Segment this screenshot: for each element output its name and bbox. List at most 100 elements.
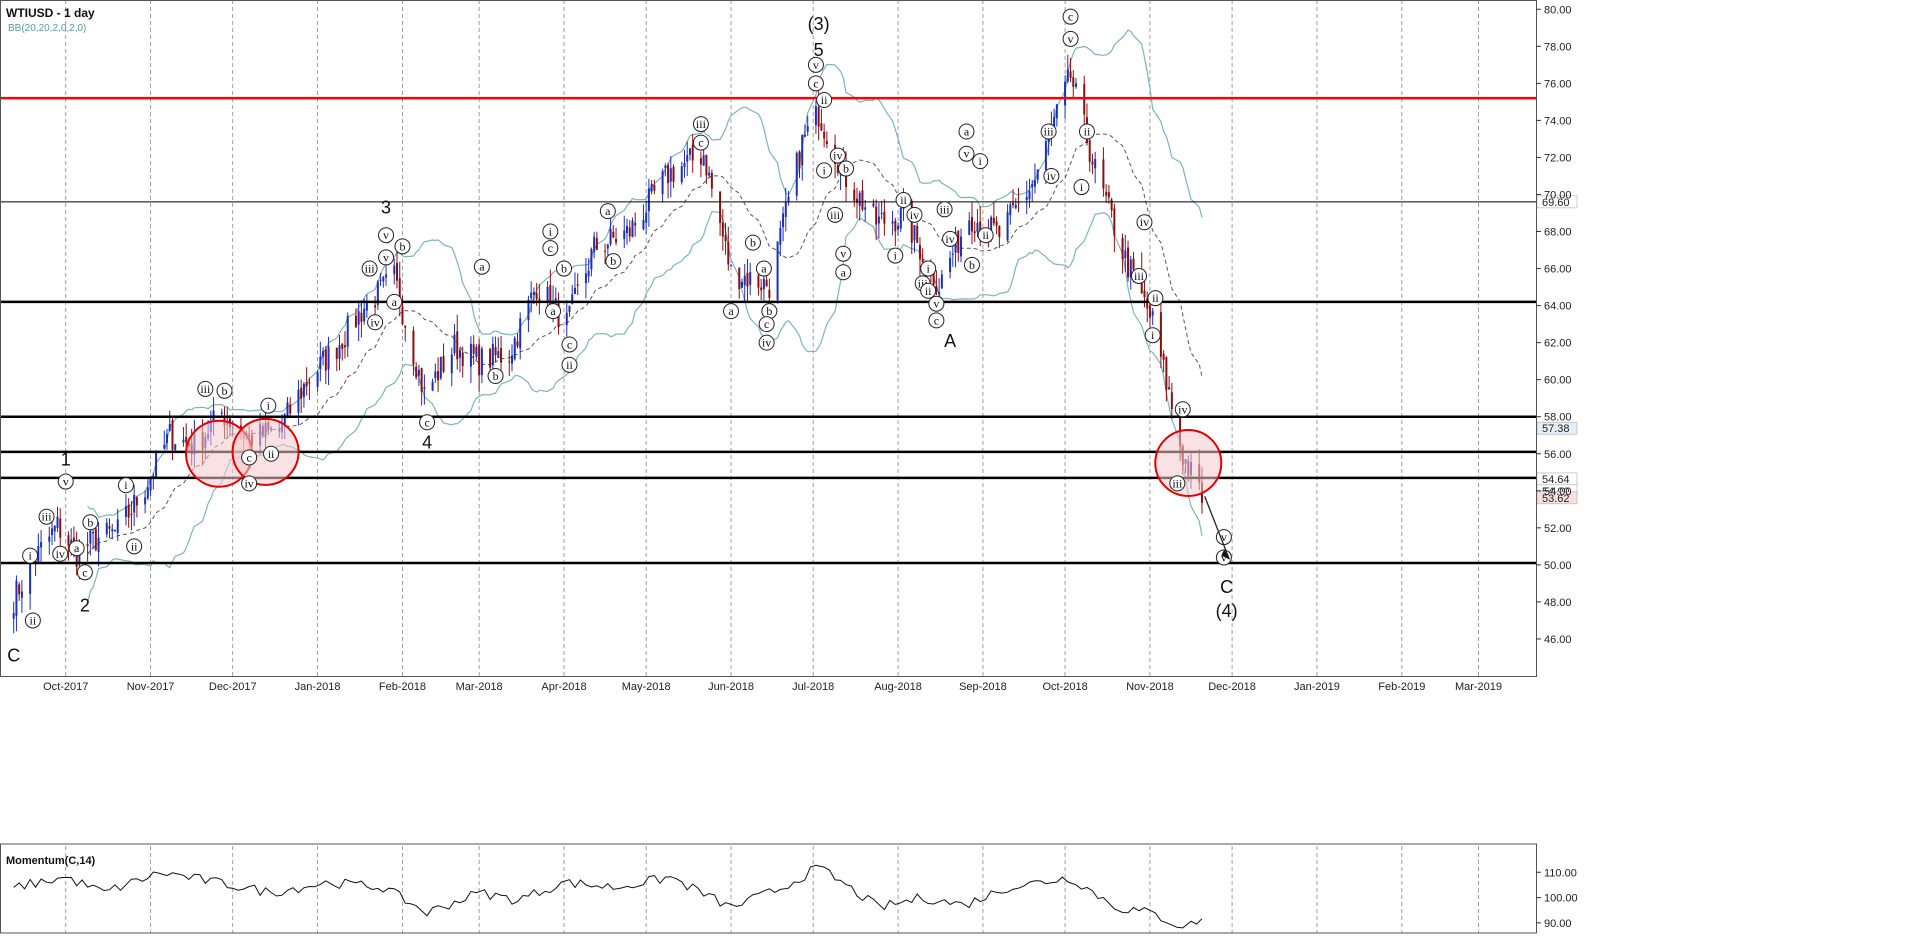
circled-wave-label: iii: [1172, 476, 1183, 490]
circled-wave-label: b: [222, 384, 228, 398]
candle-body: [699, 158, 702, 165]
candle-body: [335, 347, 338, 359]
candle-body: [998, 225, 1001, 238]
x-tick-label: Mar-2019: [1455, 681, 1502, 693]
candle-body: [571, 294, 574, 304]
candle-body: [973, 231, 976, 234]
candle-body: [1113, 208, 1116, 236]
candle-body: [105, 522, 108, 535]
circled-wave-label: ii: [30, 613, 37, 627]
circled-wave-label: iv: [244, 476, 253, 490]
circled-wave-marker: [605, 253, 622, 270]
circled-wave-marker: [816, 92, 833, 109]
candle-body: [565, 312, 568, 326]
circled-wave-label: iv: [1178, 402, 1187, 416]
candle-body: [590, 249, 593, 270]
circled-wave-label: c: [548, 241, 553, 255]
candle-body: [1053, 117, 1056, 129]
circled-wave-marker: [1062, 30, 1079, 47]
circled-wave-label: iii: [365, 262, 376, 276]
candle-body: [437, 371, 440, 381]
candle-body: [650, 184, 653, 192]
circled-wave-label: v: [813, 58, 819, 72]
circled-wave-marker: [838, 160, 855, 177]
candle-body: [935, 286, 938, 293]
candle-body: [573, 287, 576, 294]
price-panel-frame: [0, 0, 1537, 677]
candle-body: [297, 389, 300, 413]
candle-body: [86, 544, 89, 547]
circled-wave-label: i: [894, 249, 898, 263]
candle-body: [18, 584, 21, 595]
candle-body: [710, 172, 713, 189]
candle-body: [968, 220, 971, 235]
circled-wave-marker: [561, 336, 578, 353]
candle-body: [686, 155, 689, 162]
candle-body: [864, 207, 867, 210]
circled-wave-marker: [758, 334, 775, 351]
candle-body: [762, 278, 765, 290]
chart-title: WTIUSD - 1 day: [6, 6, 95, 20]
candle-body: [97, 537, 100, 552]
circled-wave-label: ii: [821, 93, 828, 107]
candle-body: [779, 228, 782, 245]
circled-wave-marker: [419, 414, 436, 431]
candle-body: [404, 325, 407, 328]
y-tick-label: 50.00: [1544, 560, 1572, 572]
candle-body: [820, 123, 823, 131]
circled-wave-marker: [829, 147, 846, 164]
circled-wave-label: v: [383, 250, 389, 264]
candle-body: [516, 341, 519, 347]
wave-label: B: [1065, 0, 1077, 4]
circled-wave-marker: [394, 238, 411, 255]
candle-body: [647, 188, 650, 212]
candle-body: [1151, 311, 1154, 316]
wave-label: C: [1220, 577, 1233, 597]
candle-body: [1102, 159, 1105, 189]
candle-body: [688, 148, 691, 155]
circled-wave-label: iii: [696, 117, 707, 131]
circled-wave-label: a: [728, 304, 734, 318]
circled-wave-label: ii: [566, 358, 573, 372]
candle-body: [346, 316, 349, 347]
candle-body: [146, 487, 149, 499]
momentum-line: [13, 864, 1203, 929]
circled-wave-label: ii: [131, 539, 138, 553]
candle-body: [940, 274, 943, 289]
candle-body: [34, 560, 37, 563]
candle-body: [801, 134, 804, 166]
circled-wave-label: v: [63, 475, 69, 489]
axes: Oct-2017 Nov-2017 Dec-2017 Jan-2018 Feb-2018…: [0, 0, 1578, 934]
circled-wave-label: ii: [1152, 291, 1159, 305]
candle-body: [182, 439, 185, 443]
bollinger-middle: [87, 133, 1203, 555]
circled-wave-marker: [1062, 8, 1079, 25]
candle-body: [1066, 69, 1069, 82]
candle-body: [891, 221, 894, 224]
candle-body: [1143, 290, 1146, 298]
candle-body: [631, 220, 634, 238]
circled-wave-label: c: [698, 136, 703, 150]
candle-body: [1031, 184, 1034, 188]
circled-wave-marker: [545, 303, 562, 320]
circled-wave-marker: [1144, 327, 1161, 344]
candle-body: [431, 381, 434, 391]
candle-body: [1075, 83, 1078, 87]
candle-body: [1132, 258, 1135, 270]
circled-wave-label: c: [813, 76, 818, 90]
candle-body: [1072, 77, 1075, 87]
circled-wave-marker: [807, 56, 824, 73]
x-tick-label: Feb-2018: [379, 681, 426, 693]
candle-body: [1127, 247, 1130, 278]
momentum-tick-label: 110.00: [1544, 867, 1577, 879]
candle-body: [719, 191, 722, 224]
candle-body: [67, 535, 70, 546]
circled-wave-marker: [928, 312, 945, 329]
candle-body: [1179, 412, 1182, 447]
x-tick-label: Jul-2018: [792, 681, 834, 693]
candle-body: [721, 222, 724, 237]
circled-wave-label: i: [926, 262, 930, 276]
candle-body: [1129, 259, 1132, 278]
candle-body: [1006, 211, 1009, 241]
